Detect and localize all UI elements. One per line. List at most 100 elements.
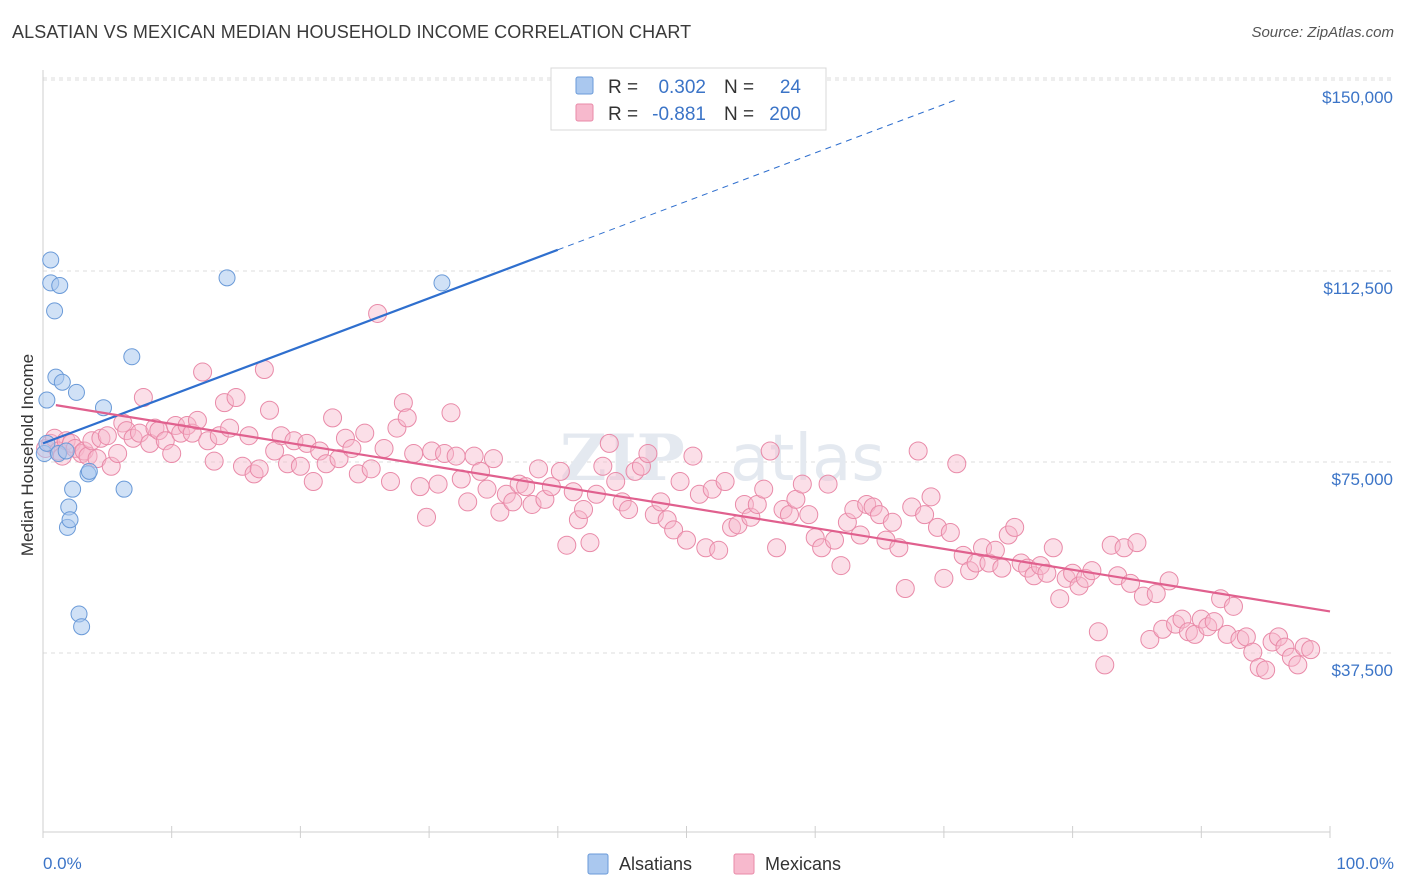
mexicans-point-15 (101, 456, 121, 476)
mexicans-point-154 (960, 561, 980, 581)
mexicans-point-135 (837, 512, 857, 532)
mexicans-point-150 (934, 568, 954, 588)
mexicans-point-111 (683, 446, 703, 466)
mexicans-point-148 (921, 487, 941, 507)
mexicans-point-192 (1204, 612, 1224, 632)
mexicans-point-65 (393, 393, 413, 413)
mexicans-point-139 (863, 497, 883, 517)
mexicans-point-108 (664, 520, 684, 540)
mexicans-point-28 (171, 423, 191, 443)
legend-swatch-alsatians (575, 76, 594, 95)
mexicans-point-168 (1050, 589, 1070, 609)
gridlines (43, 77, 1394, 654)
mexicans-point-14 (97, 426, 117, 446)
mexicans-point-147 (915, 505, 935, 525)
mexicans-point-174 (1088, 622, 1108, 642)
mexicans-point-44 (260, 400, 280, 420)
mexicans-point-39 (232, 456, 252, 476)
mexicans-point-16 (108, 444, 128, 464)
alsatians-point-15 (67, 383, 85, 401)
alsatians-point-19 (80, 462, 98, 480)
series-alsatians-points (35, 251, 451, 636)
y-tick-label-1: $75,000 (1332, 470, 1393, 489)
y-tick-labels: $37,500 $75,000 $112,500 $150,000 (1322, 88, 1393, 680)
mexicans-point-200 (1256, 660, 1276, 680)
mexicans-point-83 (503, 492, 523, 512)
mexicans-point-93 (568, 510, 588, 530)
mexicans-point-115 (709, 540, 729, 560)
alsatians-point-1 (38, 391, 56, 409)
trend-lines (42, 99, 1331, 613)
mexicans-point-167 (1043, 538, 1063, 558)
mexicans-point-136 (844, 500, 864, 520)
x-ticks (42, 826, 1331, 838)
mexicans-point-60 (361, 459, 381, 479)
mexicans-point-158 (985, 540, 1005, 560)
alsatians-trend-extension (557, 99, 957, 251)
mexicans-point-116 (715, 472, 735, 492)
mexicans-point-88 (535, 489, 555, 509)
mexicans-point-203 (1275, 637, 1295, 657)
mexicans-point-159 (992, 558, 1012, 578)
alsatians-point-13 (61, 511, 79, 529)
alsatians-point-23 (218, 269, 236, 287)
alsatians-point-3 (42, 251, 60, 269)
mexicans-point-62 (374, 438, 394, 458)
mexicans-point-178 (1114, 538, 1134, 558)
legend-r-label-alsatians: R = (608, 77, 638, 98)
alsatians-point-14 (64, 480, 82, 498)
mexicans-point-144 (895, 579, 915, 599)
mexicans-point-80 (483, 449, 503, 469)
legend-n-value-alsatians: 24 (780, 77, 802, 98)
mexicans-point-191 (1198, 617, 1218, 637)
mexicans-point-101 (619, 500, 639, 520)
mexicans-point-51 (303, 472, 323, 492)
alsatians-point-22 (123, 348, 141, 366)
mexicans-point-66 (397, 408, 417, 428)
mexicans-point-187 (1172, 609, 1192, 629)
x-tick-label-min: 0.0% (43, 854, 82, 873)
legend-n-value-mexicans: 200 (769, 104, 801, 125)
mexicans-point-42 (249, 459, 269, 479)
mexicans-point-102 (625, 461, 645, 481)
mexicans-point-99 (606, 472, 626, 492)
mexicans-point-207 (1301, 640, 1321, 660)
mexicans-point-142 (882, 512, 902, 532)
mexicans-point-74 (446, 446, 466, 466)
alsatians-point-24 (433, 274, 451, 292)
y-tick-label-3: $150,000 (1322, 88, 1393, 107)
mexicans-point-94 (574, 500, 594, 520)
mexicans-point-194 (1217, 624, 1237, 644)
legend-r-value-mexicans: -0.881 (652, 104, 706, 125)
mexicans-point-54 (323, 408, 343, 428)
alsatians-point-8 (51, 276, 69, 294)
mexicans-point-160 (998, 525, 1018, 545)
mexicans-point-72 (435, 444, 455, 464)
mexicans-point-152 (947, 454, 967, 474)
stats-legend: R = 0.302 N = 24 R = -0.881 N = 200 (550, 67, 827, 131)
mexicans-point-124 (767, 538, 787, 558)
legend-box (550, 67, 827, 131)
mexicans-point-123 (760, 441, 780, 461)
mexicans-point-183 (1146, 584, 1166, 604)
mexicans-point-205 (1288, 655, 1308, 675)
alsatians-point-5 (46, 302, 64, 320)
mexicans-point-81 (490, 502, 510, 522)
y-tick-label-2: $112,500 (1323, 279, 1393, 298)
mexicans-point-67 (404, 444, 424, 464)
mexicans-point-69 (417, 507, 437, 527)
mexicans-point-103 (631, 456, 651, 476)
mexicans-point-73 (441, 403, 461, 423)
mexicans-point-32 (193, 362, 213, 382)
mexicans-point-90 (550, 461, 570, 481)
mexicans-point-36 (214, 393, 234, 413)
mexicans-point-26 (162, 444, 182, 464)
mexicans-point-146 (908, 441, 928, 461)
mexicans-point-55 (329, 449, 349, 469)
mexicans-point-71 (428, 474, 448, 494)
mexicans-point-184 (1153, 619, 1173, 639)
mexicans-point-91 (557, 535, 577, 555)
legend-r-value-alsatians: 0.302 (658, 77, 706, 98)
mexicans-point-97 (593, 456, 613, 476)
mexicans-point-172 (1075, 568, 1095, 588)
